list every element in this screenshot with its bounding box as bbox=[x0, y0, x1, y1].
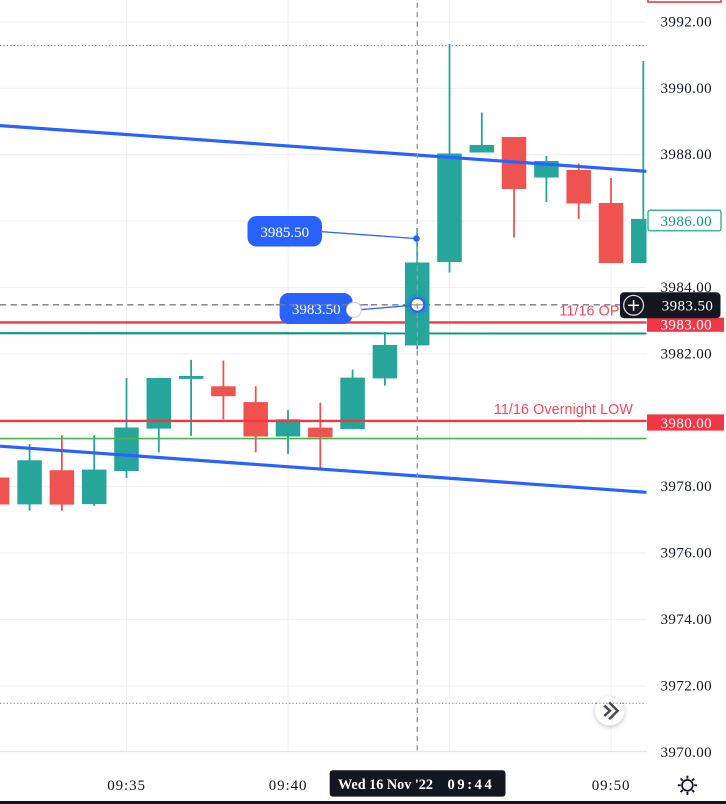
svg-text:3983.00: 3983.00 bbox=[661, 318, 713, 334]
svg-text:3982.00: 3982.00 bbox=[661, 346, 713, 362]
svg-text:3992.00: 3992.00 bbox=[661, 14, 713, 30]
svg-text:3972.00: 3972.00 bbox=[661, 678, 713, 694]
svg-text:Wed 16 Nov '22: Wed 16 Nov '22 bbox=[338, 777, 433, 793]
svg-text:3983.50: 3983.50 bbox=[662, 299, 714, 315]
svg-text:09:44: 09:44 bbox=[448, 777, 495, 793]
svg-text:3974.00: 3974.00 bbox=[661, 612, 713, 628]
svg-text:3978.00: 3978.00 bbox=[661, 479, 713, 495]
svg-text:3988.00: 3988.00 bbox=[661, 147, 713, 163]
svg-text:3970.00: 3970.00 bbox=[661, 745, 713, 761]
svg-text:3985.50: 3985.50 bbox=[260, 225, 309, 241]
svg-text:09:50: 09:50 bbox=[592, 778, 631, 794]
svg-text:3980.00: 3980.00 bbox=[661, 416, 713, 432]
svg-text:09:35: 09:35 bbox=[107, 778, 146, 794]
svg-text:3986.00: 3986.00 bbox=[661, 214, 713, 230]
svg-text:3983.50: 3983.50 bbox=[292, 302, 341, 318]
svg-text:11/16 Overnight LOW: 11/16 Overnight LOW bbox=[494, 402, 634, 418]
svg-text:11/16 OP: 11/16 OP bbox=[559, 303, 619, 319]
svg-text:09:40: 09:40 bbox=[269, 778, 308, 794]
svg-text:3984.00: 3984.00 bbox=[661, 280, 713, 296]
svg-text:3990.00: 3990.00 bbox=[661, 81, 713, 97]
svg-text:3976.00: 3976.00 bbox=[661, 546, 713, 562]
